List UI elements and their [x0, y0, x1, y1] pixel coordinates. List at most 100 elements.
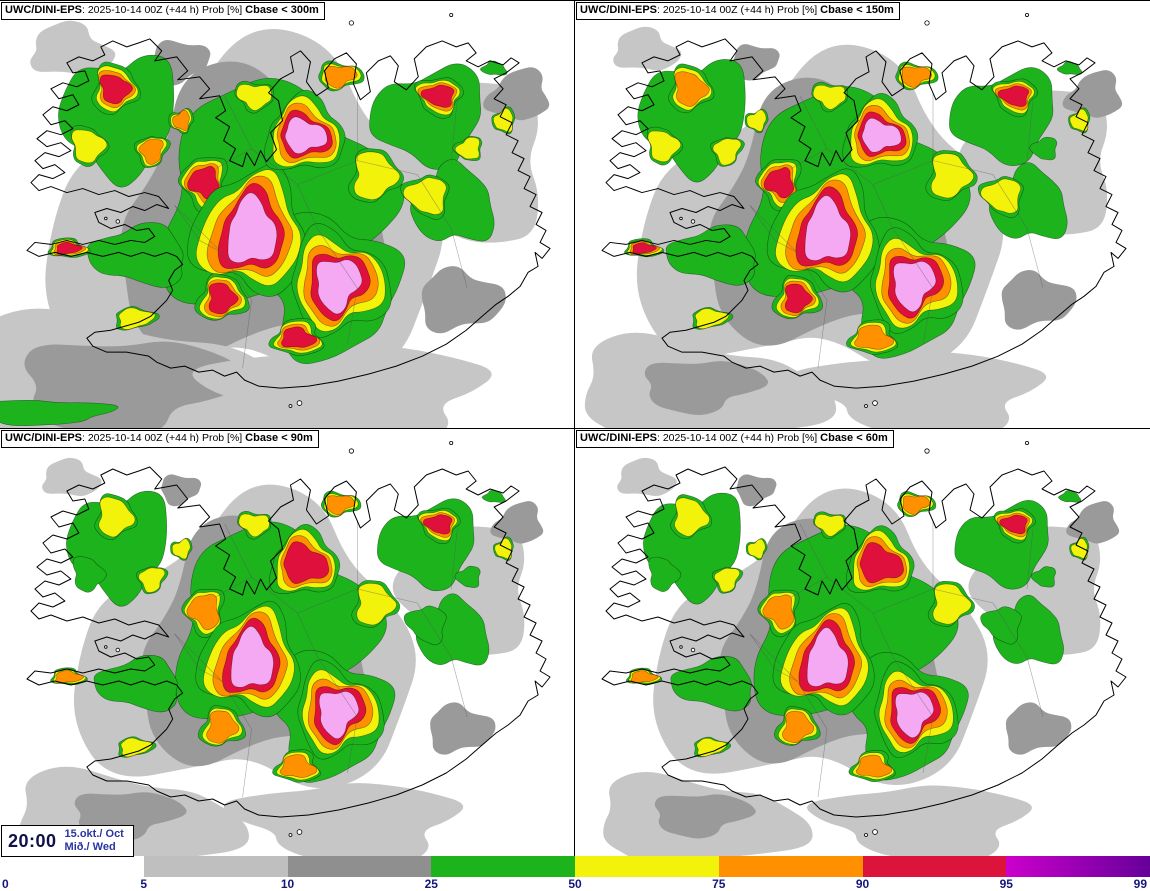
prob-area-gray — [807, 785, 1032, 857]
colorbar-segment-10-25 — [287, 856, 432, 877]
boundary-line — [224, 523, 318, 658]
prob-contour-level-1 — [930, 153, 975, 199]
prob-contour-level-2 — [855, 754, 893, 778]
run-info: 2025-10-14 00Z (+44 h) Prob [%] — [87, 4, 246, 16]
prob-contour-level-1 — [747, 538, 766, 559]
prob-area-gray — [791, 351, 1047, 428]
threshold-label: Cbase < 90m — [245, 432, 313, 444]
colorbar-segment-5-10 — [143, 856, 288, 877]
run-info: 2025-10-14 00Z (+44 h) Prob [%] — [662, 432, 821, 444]
island-dot — [104, 645, 108, 649]
boundary-line — [215, 148, 252, 169]
prob-contour-level-2 — [762, 594, 795, 630]
prob-contour-level-1 — [696, 737, 728, 757]
prob-contour-level-1 — [118, 307, 156, 330]
prob-contour-level-2 — [674, 71, 710, 107]
panel-title-60m: UWC/DINI-EPS: 2025-10-14 00Z (+44 h) Pro… — [576, 430, 894, 448]
boundary-line — [749, 205, 828, 369]
prob-contour-level-4 — [227, 192, 278, 264]
prob-contour-level-1 — [713, 567, 741, 593]
prob-contour-level-3 — [208, 282, 239, 315]
prob-contour-level-1 — [494, 537, 512, 560]
title-colon: : — [82, 432, 88, 444]
island-dot — [679, 645, 683, 649]
island-dot — [288, 404, 293, 408]
prob-contour-level-3 — [784, 283, 813, 314]
prob-area-gray — [654, 794, 756, 839]
colorbar-tick-10: 10 — [280, 877, 295, 891]
boundary-line — [215, 576, 252, 598]
prob-contour-level-3 — [999, 514, 1028, 535]
boundary-line — [450, 528, 458, 590]
prob-contour-level-3 — [422, 514, 453, 535]
prob-contour-level-0 — [648, 556, 682, 592]
boundary-line — [174, 633, 200, 670]
prob-contour-level-1 — [932, 583, 972, 625]
island-dot — [679, 216, 683, 221]
prob-contour-level-4 — [804, 195, 851, 261]
model-name: UWC/DINI-EPS — [5, 4, 82, 16]
island-dot — [449, 12, 454, 17]
island-dot — [296, 400, 303, 406]
island-dot — [864, 404, 868, 408]
prob-contour-level-2 — [782, 711, 815, 743]
prob-contour-level-2 — [902, 495, 931, 515]
island-dot — [449, 440, 454, 445]
colorbar-ticks: 0 5 10 25 50 75 90 95 99 — [0, 877, 1150, 891]
prob-contour-level-4 — [284, 116, 328, 154]
prob-contour-level-0 — [481, 489, 506, 503]
colorbar-tick-25: 25 — [424, 877, 438, 891]
prob-contour-level-4 — [230, 626, 274, 688]
prob-area-gray — [644, 361, 769, 415]
panel-cbase-150m: UWC/DINI-EPS: 2025-10-14 00Z (+44 h) Pro… — [575, 1, 1150, 429]
prob-area-gray — [1001, 269, 1077, 330]
colorbar-tick-90: 90 — [855, 877, 870, 891]
timestamp-box: 20:00 15.okt./ Oct Mið./ Wed — [1, 825, 134, 857]
prob-contour-level-3 — [859, 542, 904, 584]
colorbar-tick-75: 75 — [712, 877, 726, 891]
boundary-line — [450, 100, 458, 161]
prob-area-gray — [483, 67, 550, 121]
prob-contour-level-2 — [630, 670, 659, 683]
threshold-label: Cbase < 300m — [245, 4, 319, 16]
prob-contour-level-3 — [283, 541, 330, 584]
title-colon: : — [82, 4, 88, 16]
colorbar-segments — [0, 856, 1150, 877]
prob-contour-level-0 — [0, 399, 119, 427]
prob-contour-level-1 — [647, 130, 682, 163]
colorbar-segment-90-95 — [862, 856, 1007, 877]
valid-day-line: Mið./ Wed — [64, 841, 116, 853]
boundary-line — [790, 148, 828, 169]
forecast-grid: UWC/DINI-EPS: 2025-10-14 00Z (+44 h) Pro… — [0, 0, 1150, 857]
prob-contour-level-1 — [1069, 108, 1089, 132]
iceland-map-300m — [0, 12, 551, 428]
prob-contour-level-3 — [56, 241, 83, 255]
prob-area-gray — [1005, 702, 1072, 755]
colorbar-tick-99: 99 — [1133, 877, 1147, 891]
prob-area-gray — [30, 20, 116, 76]
island-dot — [348, 20, 354, 26]
prob-contour-level-0 — [992, 594, 1064, 665]
island-dot — [115, 647, 120, 653]
prob-contour-level-3 — [632, 242, 657, 255]
island-dot — [115, 219, 120, 224]
prob-contour-level-3 — [281, 326, 318, 348]
prob-area-gray — [421, 266, 506, 334]
island-dot — [296, 829, 303, 835]
prob-contour-level-3 — [420, 84, 455, 108]
threshold-label: Cbase < 60m — [820, 432, 888, 444]
boundary-line — [892, 656, 934, 774]
threshold-label: Cbase < 150m — [820, 4, 894, 16]
boundary-line — [799, 523, 894, 658]
prob-contour-level-1 — [236, 84, 272, 111]
island-dot — [690, 647, 696, 653]
prob-contour-level-1 — [356, 582, 397, 626]
prob-contour-level-2 — [854, 324, 895, 350]
prob-area-gray — [223, 783, 464, 857]
island-dot — [690, 219, 696, 224]
run-info: 2025-10-14 00Z (+44 h) Prob [%] — [662, 4, 821, 16]
panel-cbase-90m: UWC/DINI-EPS: 2025-10-14 00Z (+44 h) Pro… — [0, 429, 575, 857]
colorbar-tick-95: 95 — [999, 877, 1013, 891]
prob-contour-level-1 — [712, 138, 742, 166]
